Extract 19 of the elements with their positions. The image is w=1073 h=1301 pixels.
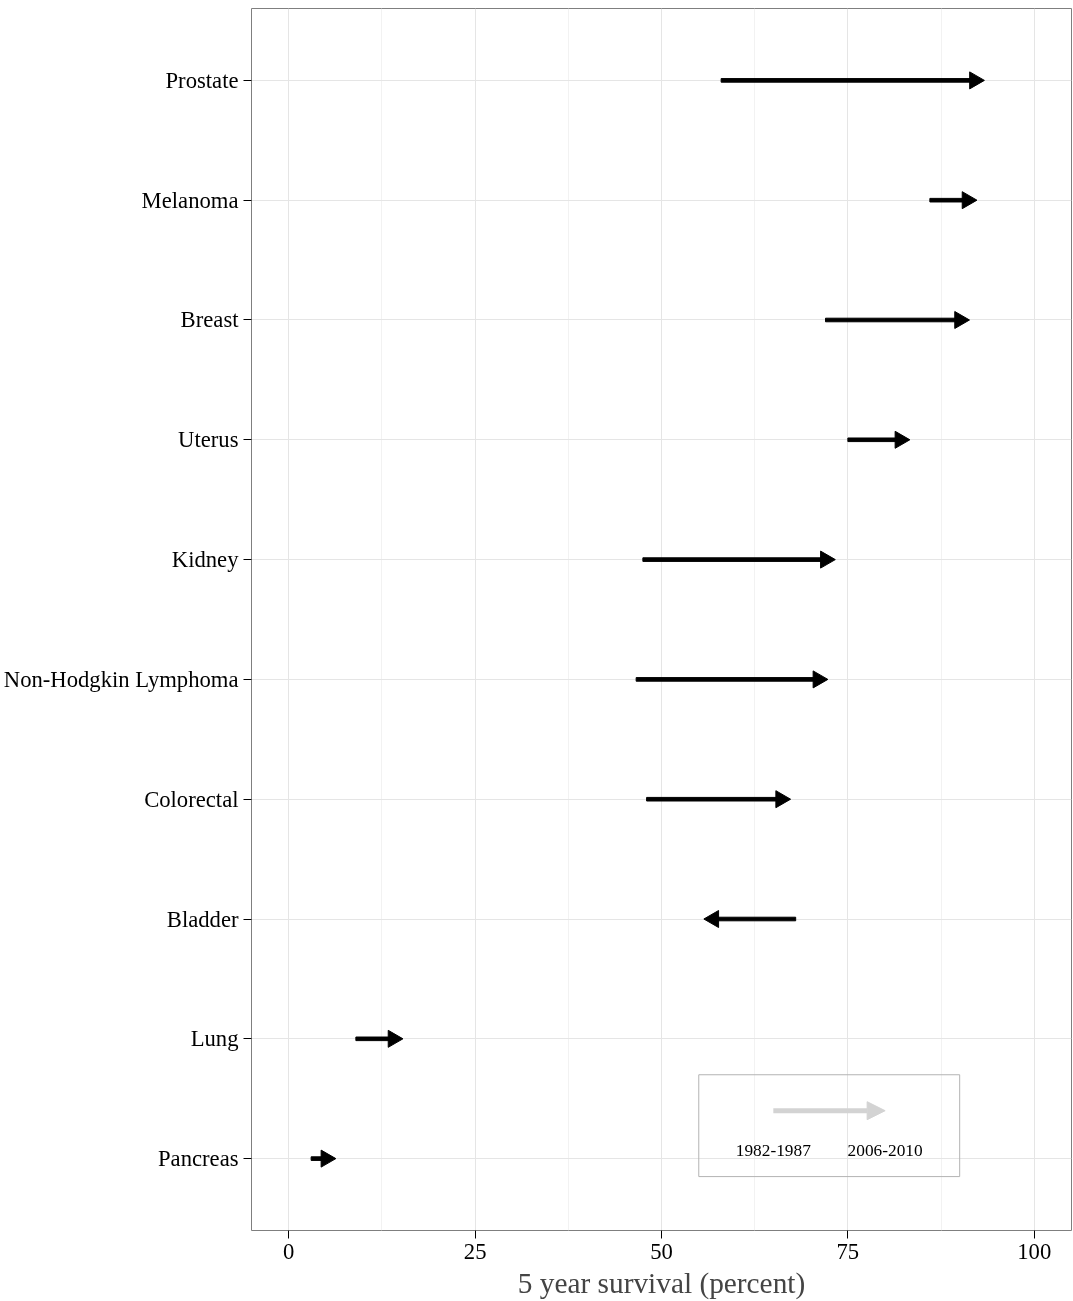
x-axis-title: 5 year survival (percent) [517,1266,806,1300]
x-tick-label: 25 [463,1238,487,1264]
x-tick-label: 0 [283,1238,295,1264]
x-tick-label: 100 [1017,1238,1052,1264]
y-tick-label: Kidney [171,547,240,573]
y-tick-label: Non-Hodgkin Lymphoma [3,666,239,692]
y-tick-label: Melanoma [141,187,239,213]
y-tick-label: Colorectal [144,786,239,812]
x-tick-label: 75 [836,1238,860,1264]
y-tick-label: Bladder [166,906,239,932]
annotation: 1982-1987 [735,1140,812,1160]
x-tick-label: 50 [650,1238,673,1264]
annotation: 2006-2010 [847,1140,923,1160]
y-tick-label: Lung [190,1026,239,1052]
point [954,310,970,329]
y-tick-label: Pancreas [157,1146,239,1172]
y-tick-label: Uterus [178,427,239,453]
y-tick-label: Breast [180,307,240,333]
y-tick-label: Prostate [165,67,239,93]
